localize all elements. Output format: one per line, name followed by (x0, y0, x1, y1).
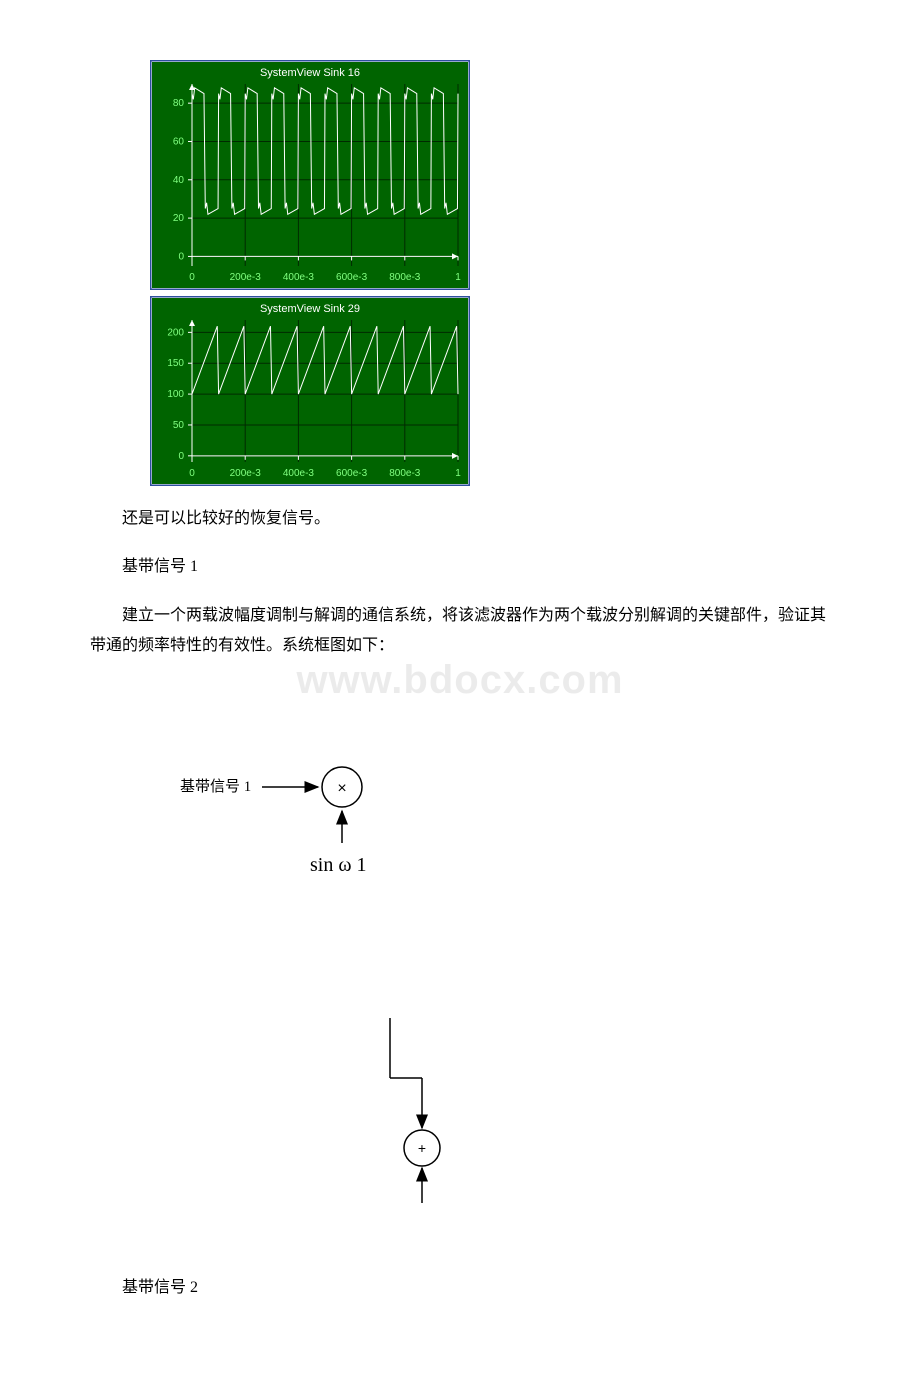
paragraph-recover: 还是可以比较好的恢复信号。 (90, 504, 830, 534)
document-page: SystemView Sink 160200e-3400e-3600e-3800… (0, 0, 920, 1381)
baseband2-label: 基带信号 2 (90, 1273, 830, 1303)
svg-text:0: 0 (189, 272, 195, 283)
svg-text:1: 1 (455, 272, 461, 283)
adder-svg: + (330, 1018, 450, 1208)
svg-text:SystemView Sink 29: SystemView Sink 29 (260, 303, 360, 315)
adder-symbol: + (418, 1140, 426, 1156)
svg-text:150: 150 (167, 358, 184, 369)
multiplier-symbol: × (337, 780, 346, 797)
sin-label: sin ω 1 (310, 854, 367, 876)
svg-text:800e-3: 800e-3 (389, 272, 421, 283)
svg-text:1: 1 (455, 468, 461, 479)
svg-text:400e-3: 400e-3 (283, 272, 315, 283)
svg-text:200e-3: 200e-3 (230, 468, 262, 479)
chart1-container: SystemView Sink 160200e-3400e-3600e-3800… (150, 60, 830, 290)
svg-text:60: 60 (173, 136, 185, 147)
adder-diagram: + (330, 1018, 830, 1213)
svg-text:80: 80 (173, 98, 185, 109)
chart2-container: SystemView Sink 29 0 200e-3 400e-3 600e-3 800… (150, 296, 830, 486)
paragraph-system: 建立一个两载波幅度调制与解调的通信系统，将该滤波器作为两个载波分别解调的关键部件… (90, 601, 830, 662)
svg-text:0: 0 (189, 468, 195, 479)
svg-text:600e-3: 600e-3 (336, 468, 368, 479)
svg-text:400e-3: 400e-3 (283, 468, 315, 479)
svg-text:50: 50 (173, 420, 185, 431)
svg-text:200e-3: 200e-3 (230, 272, 262, 283)
svg-text:20: 20 (173, 213, 185, 224)
diagram-baseband1-text: 基带信号 1 (180, 778, 251, 795)
svg-text:SystemView Sink 16: SystemView Sink 16 (260, 67, 360, 79)
multiplier-diagram: 基带信号 1 × sin ω 1 (170, 743, 830, 898)
baseband1-label: 基带信号 1 (90, 552, 830, 582)
chart2: SystemView Sink 29 0 200e-3 400e-3 600e-3 800… (150, 296, 470, 486)
watermark-text: www.bdocx.com (90, 658, 830, 703)
svg-text:600e-3: 600e-3 (336, 272, 368, 283)
svg-text:100: 100 (167, 389, 184, 400)
chart1: SystemView Sink 160200e-3400e-3600e-3800… (150, 60, 470, 290)
multiplier-svg: 基带信号 1 × sin ω 1 (170, 743, 430, 893)
svg-text:200: 200 (167, 327, 184, 338)
svg-text:0: 0 (178, 251, 184, 262)
svg-text:800e-3: 800e-3 (389, 468, 421, 479)
svg-text:40: 40 (173, 175, 185, 186)
svg-text:0: 0 (178, 451, 184, 462)
